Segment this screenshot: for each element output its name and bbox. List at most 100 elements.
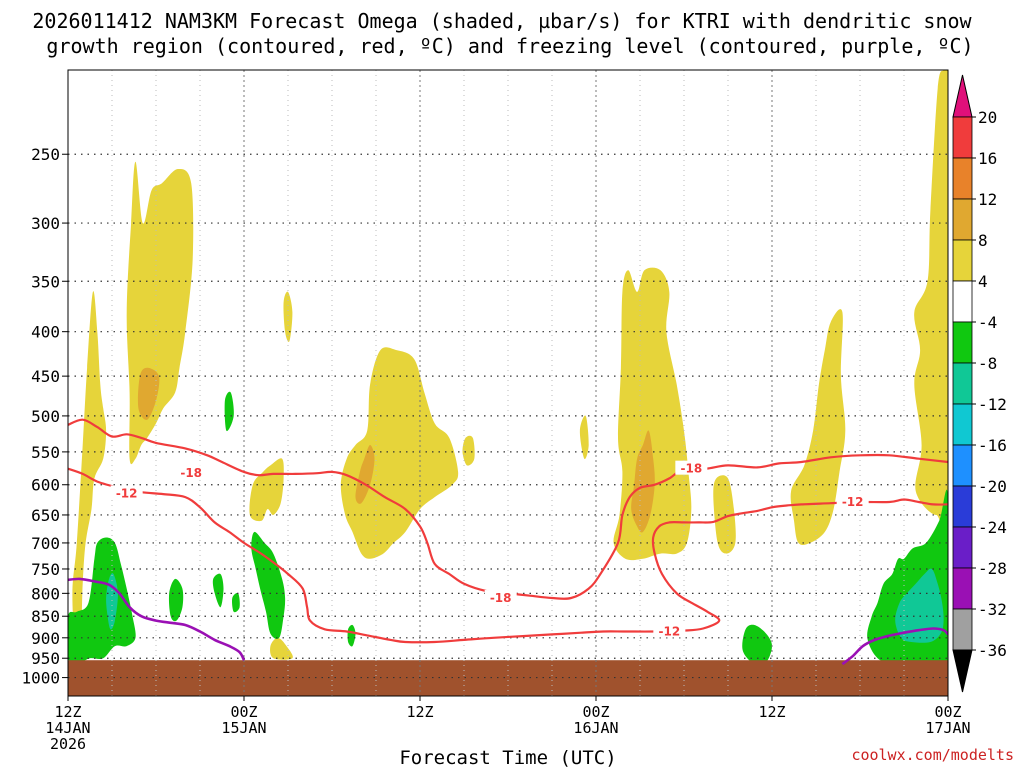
colorbar-bin (952, 280, 973, 323)
colorbar-tick-label: 12 (978, 190, 997, 209)
y-tick-label: 950 (31, 649, 60, 668)
colorbar-tick-label: -36 (978, 641, 1007, 660)
omega-region-9 (613, 267, 692, 561)
colorbar-bin (952, 403, 973, 446)
colorbar-tick-label: -16 (978, 436, 1007, 455)
colorbar-bin (952, 321, 973, 364)
dgz-contour-label: -18 (490, 591, 512, 605)
y-tick-label: 450 (31, 367, 60, 386)
freezing-level-line-0 (68, 577, 246, 661)
y-tick-label: 300 (31, 214, 60, 233)
y-tick-label: 750 (31, 560, 60, 579)
colorbar: 20 16 12 8 4 -4 -8 -12 -16 -20 -24 -28 -32 -36 (952, 74, 1007, 693)
omega-region-20 (232, 592, 240, 613)
omega-region-7 (355, 445, 375, 504)
colorbar-bin (952, 444, 973, 487)
dgz-contour-label: -18 (180, 466, 202, 480)
omega-region-14 (914, 70, 948, 532)
plot-frame (67, 69, 949, 697)
x-tick-label: 00Z (230, 703, 257, 721)
y-tick-label: 250 (31, 145, 60, 164)
colorbar-bin (952, 567, 973, 610)
omega-region-10 (631, 430, 655, 533)
y-tick-label: 650 (31, 506, 60, 525)
y-tick-label: 600 (31, 476, 60, 495)
omega-region-22 (347, 624, 356, 647)
dgz-label-bg-3 (110, 485, 143, 500)
colorbar-tick-label: 4 (978, 272, 988, 291)
x-axis-label: Forecast Time (UTC) (399, 747, 616, 768)
colorbar-bin (952, 239, 973, 282)
colorbar-tick-label: -20 (978, 477, 1007, 496)
colorbar-bin (952, 198, 973, 241)
dgz-label-bg-5 (836, 493, 869, 508)
colorbar-bin (952, 116, 973, 159)
grid-lines (68, 70, 948, 696)
colorbar-bottom-triangle (952, 649, 973, 693)
freezing-level-contours (68, 577, 948, 666)
colorbar-tick-label: 16 (978, 149, 997, 168)
omega-region-11 (579, 415, 589, 460)
omega-shading (68, 70, 948, 675)
x-tick-label: 14JAN (45, 719, 90, 737)
x-tick-label: 16JAN (573, 719, 618, 737)
colorbar-tick-label: -28 (978, 559, 1007, 578)
omega-region-25 (895, 568, 944, 643)
omega-region-13 (790, 309, 846, 546)
dgz-contour-label: -12 (842, 495, 864, 509)
colorbar-tick-label: -32 (978, 600, 1007, 619)
dgz-contours: -18 -18 -18 -12 -12 -12 (68, 418, 948, 644)
omega-region-5 (270, 637, 293, 660)
colorbar-tick-label: 8 (978, 231, 988, 250)
colorbar-tick-label: -12 (978, 395, 1007, 414)
omega-region-1 (126, 161, 194, 465)
x-tick-label: 2026 (50, 735, 86, 753)
omega-region-6 (340, 347, 459, 559)
y-tick-label: 900 (31, 629, 60, 648)
y-tick-label: 500 (31, 407, 60, 426)
x-tick-label: 12Z (758, 703, 785, 721)
colorbar-bin (952, 157, 973, 200)
omega-region-4 (249, 458, 284, 522)
y-tick-label: 350 (31, 272, 60, 291)
colorbar-bin (952, 362, 973, 405)
omega-region-15 (68, 537, 136, 664)
y-tick-label: 800 (31, 584, 60, 603)
dgz-contour-m18-line (68, 418, 948, 600)
dgz-contour-m12-line (68, 467, 948, 644)
chart-title-line2: growth region (contoured, red, ºC) and f… (46, 34, 973, 58)
credit-text: coolwx.com/modelts (851, 746, 1014, 764)
omega-region-3 (283, 291, 293, 342)
y-tick-label: 550 (31, 443, 60, 462)
chart-title-line1: 2026011412 NAM3KM Forecast Omega (shaded… (32, 9, 972, 33)
omega-region-2 (137, 367, 160, 420)
omega-region-23 (742, 624, 772, 666)
y-tick-label: 850 (31, 607, 60, 626)
dgz-label-bg-4 (653, 623, 686, 638)
x-tick-label: 00Z (582, 703, 609, 721)
x-tick-label: 15JAN (221, 719, 266, 737)
dgz-label-bg-1 (484, 590, 517, 605)
colorbar-bin (952, 485, 973, 528)
colorbar-bin (952, 526, 973, 569)
omega-region-24 (867, 489, 948, 675)
y-tick-label: 1000 (21, 669, 60, 688)
colorbar-tick-label: -4 (978, 313, 997, 332)
x-tick-label: 12Z (406, 703, 433, 721)
colorbar-tick-label: -8 (978, 354, 997, 373)
omega-region-18 (224, 391, 234, 432)
dgz-label-bg-2 (675, 460, 708, 475)
y-tick-label: 700 (31, 534, 60, 553)
colorbar-tick-label: -24 (978, 518, 1007, 537)
colorbar-top-triangle (952, 74, 973, 118)
colorbar-tick-label: 20 (978, 108, 997, 127)
dgz-contour-label: -18 (680, 462, 702, 476)
omega-region-21 (251, 531, 286, 639)
freezing-level-line-1 (841, 627, 948, 666)
omega-region-17 (168, 578, 184, 622)
dgz-label-bg-0 (175, 465, 208, 480)
dgz-contour-label: -12 (658, 624, 680, 638)
x-tick-label: 00Z (934, 703, 961, 721)
